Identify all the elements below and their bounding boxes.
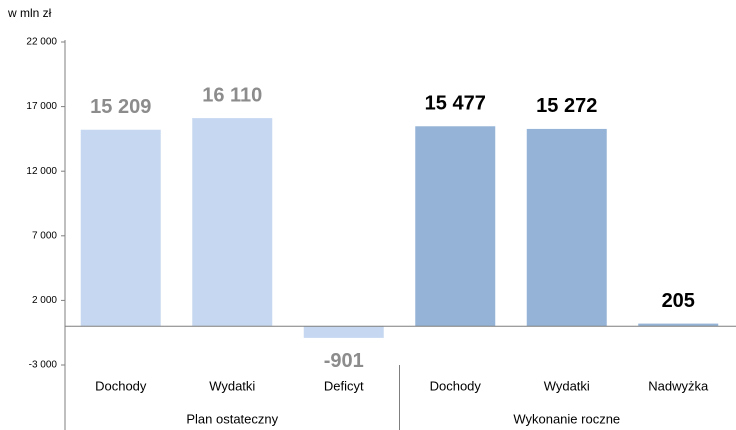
bar [526,128,607,327]
bar [80,129,161,327]
value-label: 15 477 [425,93,486,115]
x-tick-label: Wydatki [209,378,255,393]
bar [415,126,496,327]
y-tick-label: 22 000 [26,37,57,48]
value-label: 16 110 [202,84,262,106]
bar [192,118,273,327]
bar [303,326,384,338]
group-label: Plan ostateczny [186,411,278,426]
y-tick-label: 17 000 [26,101,57,112]
bar [638,323,719,327]
y-tick-label: 2 000 [32,295,57,306]
value-label: -901 [324,350,364,372]
y-tick-label: 12 000 [26,166,57,177]
x-tick-label: Deficyt [324,378,364,393]
value-label: 205 [662,290,695,312]
value-label: 15 209 [90,96,151,118]
x-tick-label: Wydatki [544,378,590,393]
y-tick-label: 7 000 [32,230,57,241]
y-tick-label: -3 000 [29,360,58,371]
x-tick-label: Dochody [95,378,147,393]
group-label: Wykonanie roczne [513,411,620,426]
unit-label: w mln zł [7,6,52,20]
x-tick-label: Dochody [430,378,482,393]
x-tick-label: Nadwyżka [648,378,709,393]
value-label: 15 272 [536,95,597,117]
